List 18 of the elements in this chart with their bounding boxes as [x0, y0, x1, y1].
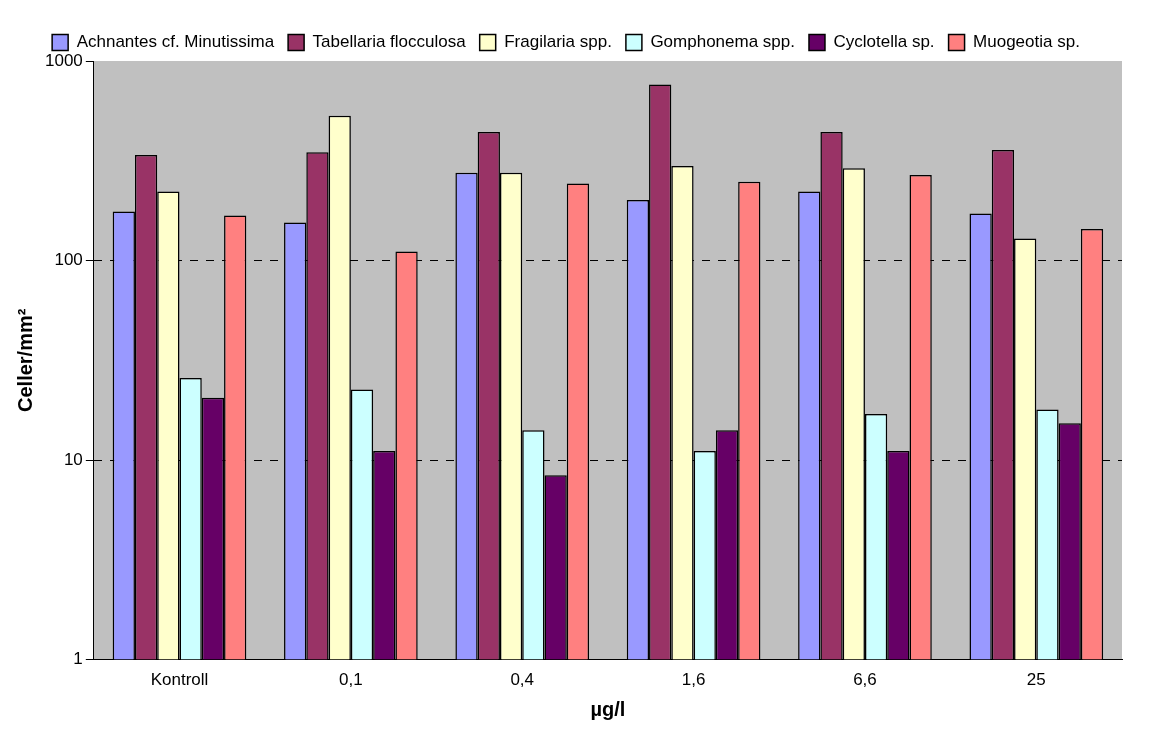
legend-label: Fragilaria spp.	[504, 32, 612, 52]
y-tick-label: 10	[63, 449, 83, 469]
legend-label: Muogeotia sp.	[973, 32, 1080, 52]
legend-label: Cyclotella sp.	[833, 32, 935, 52]
x-tick-label: Kontroll	[150, 670, 209, 690]
legend-label: Tabellaria flocculosa	[312, 32, 467, 52]
x-tick-label: 0,4	[510, 670, 535, 690]
x-tick-label: 6,6	[853, 670, 877, 690]
legend-label: Achnantes cf. Minutissima	[76, 32, 275, 52]
y-tick-label: 1	[73, 649, 83, 669]
x-tick-label: 0,1	[339, 670, 363, 690]
x-axis-title: µg/l	[590, 697, 626, 720]
y-tick-label: 1000	[44, 50, 83, 70]
x-tick-label: 25	[1026, 670, 1046, 690]
y-tick-label: 100	[54, 250, 83, 270]
x-tick-label: 1,6	[681, 670, 706, 690]
legend-label: Gomphonema spp.	[650, 32, 795, 52]
y-axis-title: Celler/mm²	[13, 308, 36, 412]
